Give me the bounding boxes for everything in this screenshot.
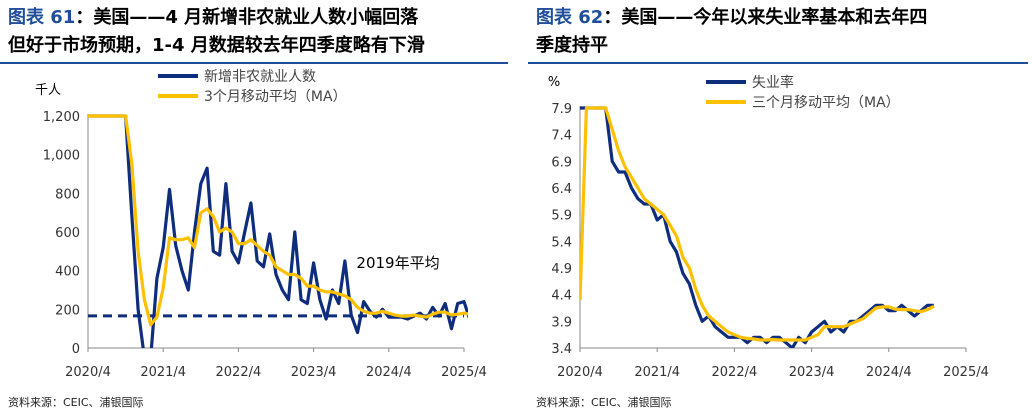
right-y-tick-label: 3.4 [551, 342, 572, 357]
left-chart-nonfarm-payrolls: 0 200 400 600 800 1,000 1,200 千人 2020/4 2021/4 202… [35, 69, 487, 380]
right-figure-title: 图表 62：美国——今年以来失业率基本和去年四 季度持平 [536, 4, 1032, 60]
right-x-tick-label: 2021/4 [634, 365, 680, 380]
left-series-line-2 [88, 114, 468, 327]
left-y-tick-label: 1,000 [43, 149, 80, 164]
left-title-line-2: 但好于市场预期，1-4 月数据较去年四季度略有下滑 [8, 35, 425, 56]
right-legend-label: 三个月移动平均（MA） [752, 95, 900, 111]
left-series-line-1 [88, 114, 468, 348]
right-title-line-1: 图表 62：美国——今年以来失业率基本和去年四 [536, 7, 928, 28]
left-x-tick-label: 2020/4 [65, 365, 111, 380]
left-annotation-label: 2019年平均 [356, 254, 439, 272]
left-title-divider [0, 62, 508, 64]
left-figure-panel: 图表 61：美国——4 月新增非农就业人数小幅回落 但好于市场预期，1-4 月数… [0, 0, 508, 416]
right-y-tick-label: 4.4 [551, 289, 572, 304]
right-y-tick-label: 3.9 [551, 315, 572, 330]
left-y-tick-label: 200 [55, 303, 80, 318]
left-figure-title: 图表 61：美国——4 月新增非农就业人数小幅回落 但好于市场预期，1-4 月数… [8, 4, 508, 60]
right-y-tick-label: 7.9 [551, 102, 572, 117]
left-source-note: 资料来源：CEIC、浦银国际 [8, 396, 144, 409]
right-y-tick-label: 5.9 [551, 209, 572, 224]
right-unit-label: % [548, 75, 560, 90]
right-y-tick-label: 7.4 [551, 129, 572, 144]
right-x-tick-label: 2024/4 [866, 365, 912, 380]
left-x-tick-label: 2022/4 [216, 365, 262, 380]
right-figure-number: 图表 62 [536, 7, 604, 28]
left-x-tick-label: 2021/4 [140, 365, 186, 380]
right-series-line-2 [580, 106, 935, 342]
right-chart-unemployment-rate: 3.4 3.9 4.4 4.9 5.4 5.9 6.4 6.9 7.4 7.9% 2020/4 202… [548, 74, 989, 380]
right-legend-label: 失业率 [752, 74, 794, 91]
right-source-note: 资料来源：CEIC、浦银国际 [536, 396, 672, 409]
left-legend-label: 新增非农就业人数 [204, 69, 316, 85]
right-x-tick-label: 2025/4 [943, 365, 989, 380]
left-unit-label: 千人 [35, 83, 61, 98]
left-x-tick-label: 2025/4 [441, 365, 487, 380]
right-figure-panel: 图表 62：美国——今年以来失业率基本和去年四 季度持平 3.4 3.9 4.4 4.… [528, 0, 1032, 416]
right-title-divider [528, 62, 1028, 64]
right-x-tick-label: 2020/4 [557, 365, 603, 380]
right-y-tick-label: 6.9 [551, 155, 572, 170]
right-y-tick-label: 5.4 [551, 235, 572, 250]
left-legend-label: 3个月移动平均（MA） [204, 89, 347, 105]
right-series-line-1 [580, 106, 934, 348]
left-title-line-1: 图表 61：美国——4 月新增非农就业人数小幅回落 [8, 7, 419, 28]
left-y-tick-label: 1,200 [43, 110, 80, 125]
right-y-tick-label: 4.9 [551, 262, 572, 277]
left-x-tick-label: 2024/4 [366, 365, 412, 380]
left-figure-number: 图表 61 [8, 7, 76, 28]
left-y-tick-label: 600 [55, 226, 80, 241]
right-x-tick-label: 2022/4 [712, 365, 758, 380]
right-x-tick-label: 2023/4 [789, 365, 835, 380]
left-y-tick-label: 800 [55, 187, 80, 202]
left-y-tick-label: 400 [55, 265, 80, 280]
right-title-line-2: 季度持平 [536, 35, 608, 56]
right-y-tick-label: 6.4 [551, 182, 572, 197]
left-y-tick-label: 0 [72, 342, 80, 357]
left-x-tick-label: 2023/4 [291, 365, 337, 380]
